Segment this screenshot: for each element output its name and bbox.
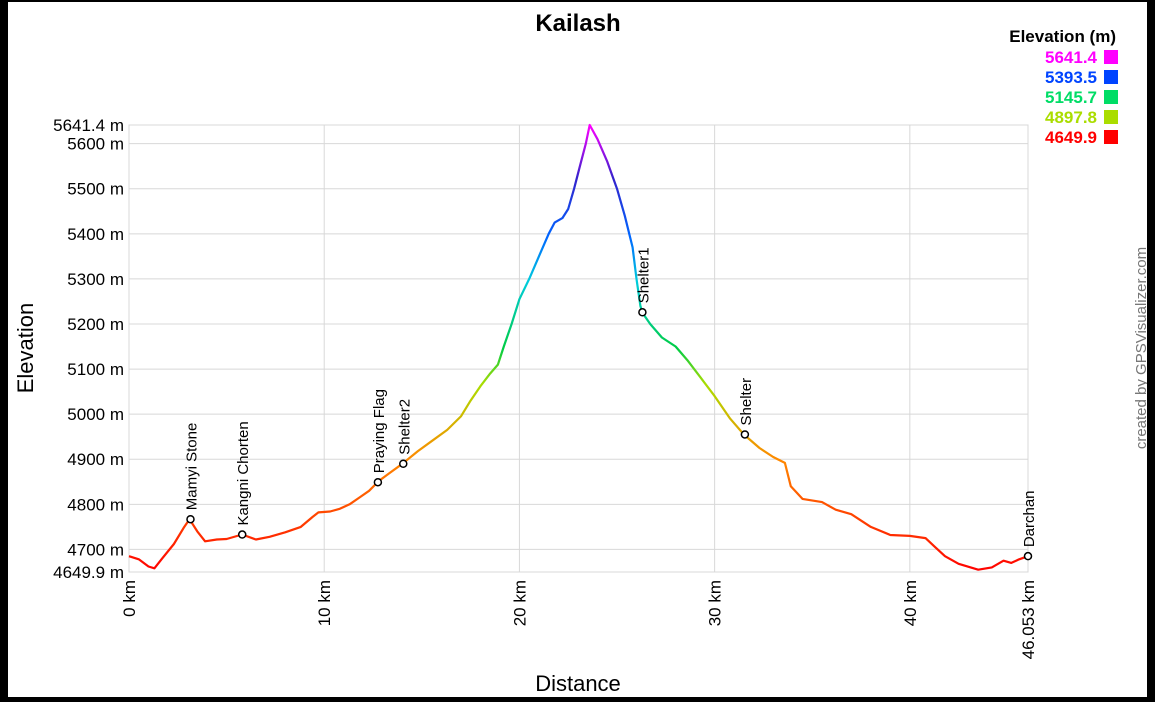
legend-label: 4649.9 — [1045, 128, 1097, 147]
x-axis-ticks: 0 km 10 km 20 km 30 km 40 km 46.053 km — [120, 580, 1038, 659]
x-tick-label: 46.053 km — [1019, 580, 1038, 659]
waypoint-marker — [1023, 551, 1033, 561]
waypoint-label: Darchan — [1021, 490, 1038, 547]
y-tick-label: 5100 m — [67, 360, 124, 379]
series-layer — [128, 123, 1029, 571]
y-tick-label: 5000 m — [67, 405, 124, 424]
legend: Elevation (m) 5641.45393.55145.74897.846… — [1009, 27, 1118, 147]
chart-title: Kailash — [535, 10, 620, 37]
x-axis-label: Distance — [535, 671, 621, 696]
elevation-chart: 4649.9 m 4700 m 4800 m 4900 m 5000 m 5100 m 52… — [13, 10, 1150, 696]
y-tick-label: 5500 m — [67, 180, 124, 199]
y-tick-label: 4700 m — [67, 540, 124, 559]
x-tick-label: 0 km — [120, 580, 139, 617]
waypoint-marker — [399, 459, 408, 469]
legend-swatch — [1104, 130, 1118, 144]
legend-label: 5145.7 — [1045, 88, 1097, 107]
elevation-line — [128, 123, 1029, 571]
y-tick-label: 5641.4 m — [53, 116, 124, 135]
waypoint-label: Shelter2 — [396, 399, 413, 455]
waypoint-marker — [237, 530, 247, 539]
grid — [128, 124, 1029, 573]
y-tick-label: 5400 m — [67, 225, 124, 244]
legend-label: 5393.5 — [1045, 68, 1097, 87]
waypoint-label: Kangni Chorten — [235, 421, 252, 525]
x-tick-label: 10 km — [315, 580, 334, 626]
legend-title: Elevation (m) — [1009, 27, 1116, 46]
y-axis-label: Elevation — [13, 303, 38, 394]
x-tick-label: 30 km — [706, 580, 725, 626]
credit-text: created by GPSVisualizer.com — [1133, 247, 1147, 449]
waypoint-label: Shelter1 — [635, 247, 652, 303]
x-tick-label: 40 km — [901, 580, 920, 626]
chart-frame: 4649.9 m 4700 m 4800 m 4900 m 5000 m 5100 m 52… — [8, 2, 1150, 697]
y-tick-label: 5200 m — [67, 315, 124, 334]
waypoint-marker — [373, 477, 383, 487]
waypoint-label: Praying Flag — [371, 389, 388, 473]
waypoint-marker — [186, 514, 195, 524]
y-tick-label: 4649.9 m — [53, 563, 124, 582]
legend-swatch — [1104, 90, 1118, 104]
y-tick-label: 4900 m — [67, 450, 124, 469]
waypoint-label: Mamyi Stone — [183, 423, 200, 511]
waypoint-label: Shelter — [738, 378, 755, 426]
waypoints-layer: Mamyi Stone Kangni Chorten Praying Flag She… — [183, 247, 1038, 561]
y-tick-label: 5600 m — [67, 135, 124, 154]
y-tick-label: 5300 m — [67, 270, 124, 289]
legend-swatch — [1104, 70, 1118, 84]
x-tick-label: 20 km — [510, 580, 529, 626]
legend-label: 5641.4 — [1045, 48, 1098, 67]
y-tick-label: 4800 m — [67, 495, 124, 514]
waypoint-marker — [638, 308, 647, 317]
y-axis-ticks: 4649.9 m 4700 m 4800 m 4900 m 5000 m 5100 m 52… — [53, 116, 124, 582]
plot-area-border — [128, 124, 1029, 573]
legend-swatch — [1104, 50, 1118, 64]
waypoint-marker — [740, 430, 750, 439]
legend-label: 4897.8 — [1045, 108, 1097, 127]
legend-swatch — [1104, 110, 1118, 124]
